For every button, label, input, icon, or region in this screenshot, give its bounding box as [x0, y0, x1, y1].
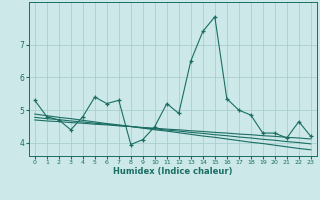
X-axis label: Humidex (Indice chaleur): Humidex (Indice chaleur) — [113, 167, 233, 176]
